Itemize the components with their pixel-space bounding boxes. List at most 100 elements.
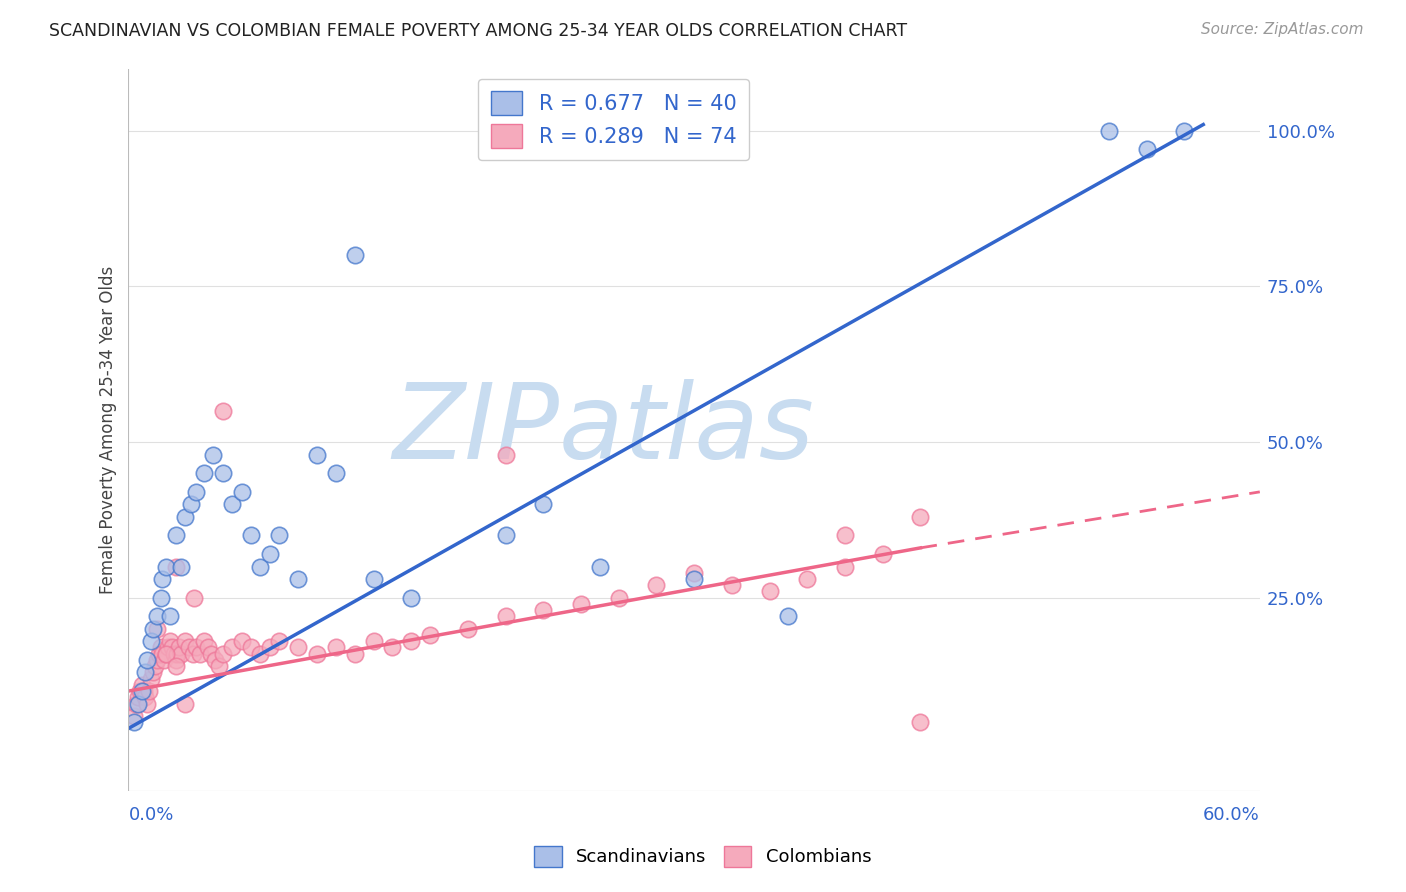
- Point: [531, 497, 554, 511]
- Point: [495, 609, 517, 624]
- Point: [683, 566, 706, 580]
- Point: [200, 647, 222, 661]
- Point: [169, 640, 191, 655]
- Point: [269, 634, 291, 648]
- Point: [249, 647, 271, 661]
- Point: [180, 497, 202, 511]
- Point: [134, 665, 156, 680]
- Point: [305, 448, 328, 462]
- Point: [139, 672, 162, 686]
- Point: [125, 697, 148, 711]
- Point: [607, 591, 630, 605]
- Point: [166, 647, 188, 661]
- Point: [155, 559, 177, 574]
- Point: [287, 572, 309, 586]
- Point: [401, 634, 423, 648]
- Point: [153, 653, 176, 667]
- Point: [170, 647, 193, 661]
- Point: [287, 640, 309, 655]
- Legend: Scandinavians, Colombians: Scandinavians, Colombians: [527, 838, 879, 874]
- Point: [131, 678, 153, 692]
- Point: [259, 547, 281, 561]
- Point: [148, 647, 170, 661]
- Point: [778, 609, 800, 624]
- Point: [143, 659, 166, 673]
- Point: [910, 715, 932, 730]
- Point: [249, 559, 271, 574]
- Point: [186, 484, 208, 499]
- Y-axis label: Female Poverty Among 25-34 Year Olds: Female Poverty Among 25-34 Year Olds: [100, 266, 117, 594]
- Point: [159, 634, 181, 648]
- Point: [211, 466, 233, 480]
- Point: [155, 647, 177, 661]
- Point: [1136, 143, 1159, 157]
- Point: [325, 466, 347, 480]
- Legend: R = 0.677   N = 40, R = 0.289   N = 74: R = 0.677 N = 40, R = 0.289 N = 74: [478, 78, 749, 161]
- Point: [152, 572, 174, 586]
- Point: [165, 528, 187, 542]
- Point: [145, 653, 167, 667]
- Point: [221, 497, 243, 511]
- Point: [1098, 124, 1121, 138]
- Point: [165, 653, 187, 667]
- Point: [170, 559, 193, 574]
- Point: [401, 591, 423, 605]
- Point: [157, 640, 180, 655]
- Point: [159, 609, 181, 624]
- Point: [186, 640, 208, 655]
- Point: [134, 690, 156, 705]
- Text: Source: ZipAtlas.com: Source: ZipAtlas.com: [1201, 22, 1364, 37]
- Point: [138, 684, 160, 698]
- Point: [202, 448, 225, 462]
- Point: [142, 622, 165, 636]
- Point: [127, 690, 149, 705]
- Point: [136, 697, 159, 711]
- Point: [495, 528, 517, 542]
- Point: [145, 609, 167, 624]
- Point: [208, 659, 231, 673]
- Point: [127, 697, 149, 711]
- Point: [259, 640, 281, 655]
- Point: [193, 634, 215, 648]
- Point: [188, 647, 211, 661]
- Point: [834, 559, 856, 574]
- Point: [165, 559, 187, 574]
- Point: [142, 665, 165, 680]
- Point: [183, 591, 205, 605]
- Point: [240, 640, 263, 655]
- Text: ZIPatlas: ZIPatlas: [392, 378, 814, 481]
- Point: [122, 715, 145, 730]
- Point: [131, 684, 153, 698]
- Point: [165, 659, 187, 673]
- Point: [683, 572, 706, 586]
- Point: [363, 572, 385, 586]
- Point: [132, 684, 155, 698]
- Point: [325, 640, 347, 655]
- Point: [381, 640, 404, 655]
- Point: [796, 572, 818, 586]
- Point: [174, 509, 197, 524]
- Point: [758, 584, 780, 599]
- Point: [211, 404, 233, 418]
- Point: [128, 684, 150, 698]
- Point: [122, 709, 145, 723]
- Point: [197, 640, 219, 655]
- Point: [872, 547, 894, 561]
- Point: [221, 640, 243, 655]
- Point: [211, 647, 233, 661]
- Point: [204, 653, 226, 667]
- Point: [363, 634, 385, 648]
- Point: [139, 634, 162, 648]
- Point: [155, 647, 177, 661]
- Point: [305, 647, 328, 661]
- Point: [910, 509, 932, 524]
- Point: [457, 622, 479, 636]
- Point: [834, 528, 856, 542]
- Point: [145, 622, 167, 636]
- Point: [419, 628, 441, 642]
- Point: [569, 597, 592, 611]
- Point: [181, 647, 204, 661]
- Point: [174, 697, 197, 711]
- Point: [163, 647, 186, 661]
- Point: [269, 528, 291, 542]
